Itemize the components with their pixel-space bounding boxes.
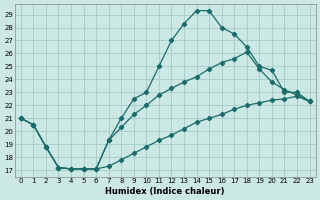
X-axis label: Humidex (Indice chaleur): Humidex (Indice chaleur) [106, 187, 225, 196]
